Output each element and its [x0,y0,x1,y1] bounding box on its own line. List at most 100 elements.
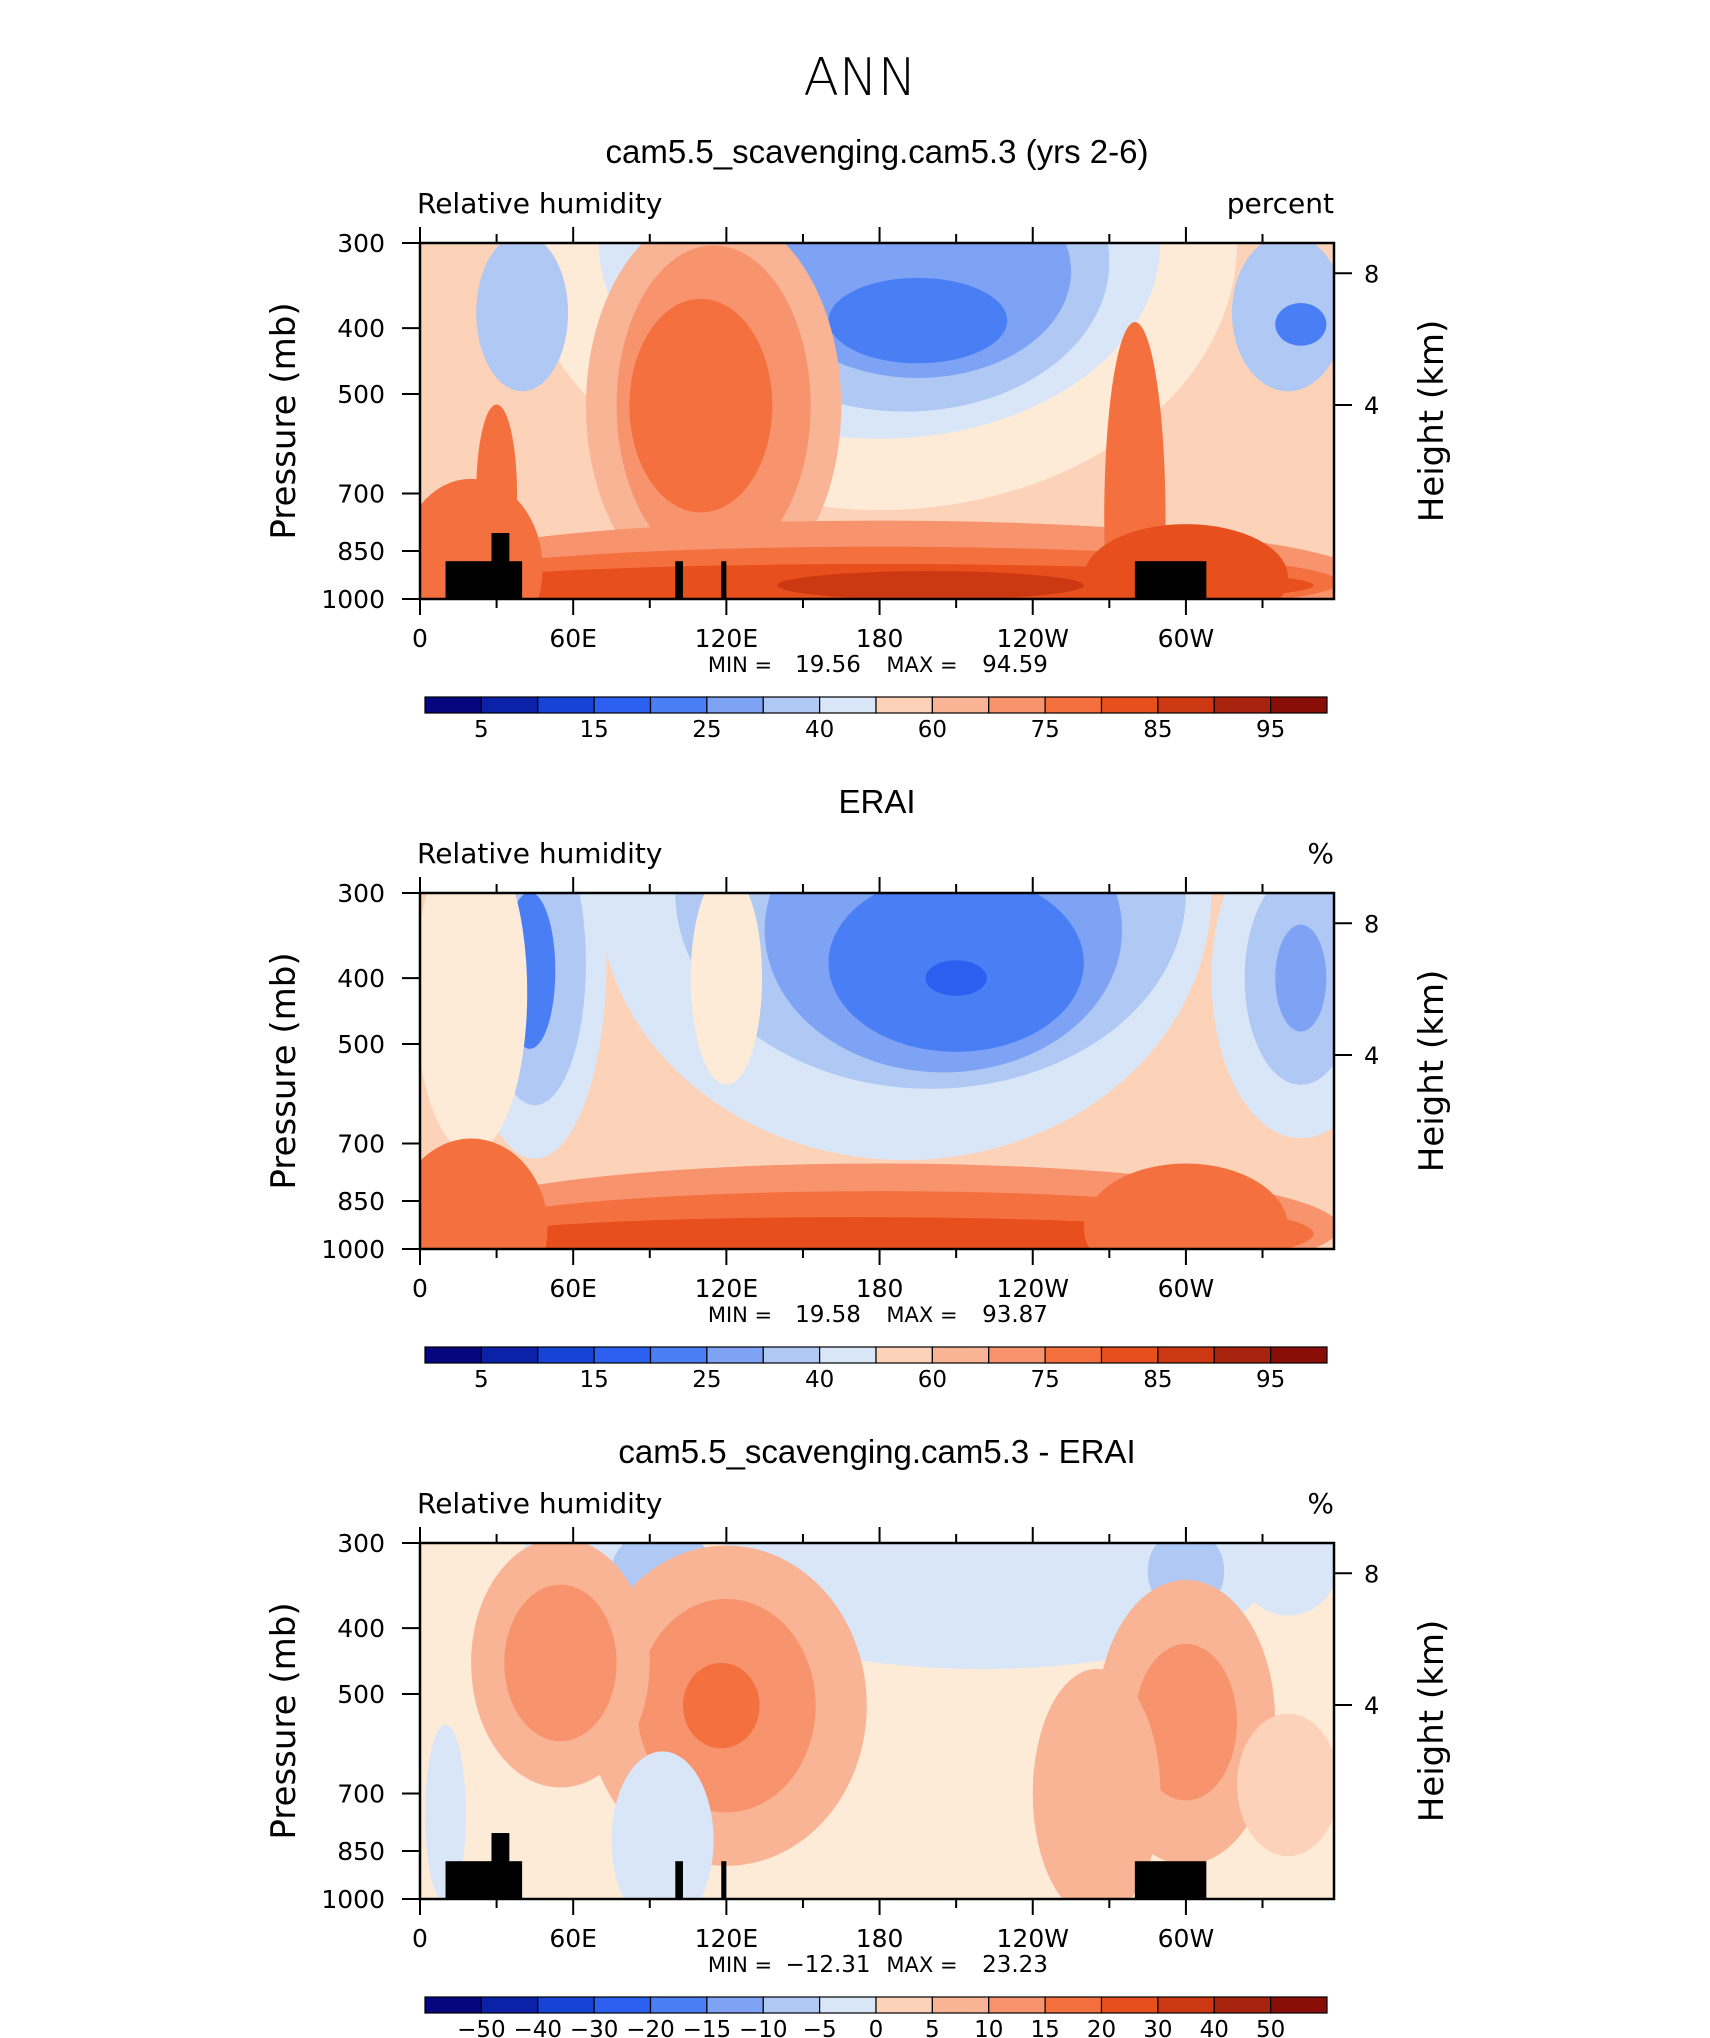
y-axis-title: Pressure (mb) [264,1602,304,1839]
colorbar-label: 85 [1143,717,1172,743]
y2-axis-title: Height (km) [1412,970,1452,1173]
right-label: % [1307,837,1334,870]
colorbar-box [593,1996,652,2014]
colorbar-label: 75 [1030,1367,1059,1393]
y-tick-label: 700 [337,480,385,509]
colorbar-box [931,696,990,714]
colorbar-box [1270,1346,1328,1364]
colorbar-box [931,1996,990,2014]
colorbar-label: 25 [692,717,721,743]
contour-fills [425,1543,1334,1899]
max-label: MAX = [886,1303,957,1327]
y2-tick-label: 4 [1364,1042,1379,1070]
colorbar-label: 85 [1143,1367,1172,1393]
colorbar-box [593,1346,652,1364]
colorbar-box [706,696,764,714]
panel-3: cam5.5_scavenging.cam5.3 - ERAI Relative … [264,1433,1452,2038]
x-tick-label: 60E [549,1924,597,1953]
colorbar-box [537,696,595,714]
panel-title: ERAI [838,783,915,820]
colorbar-label: −30 [570,2017,619,2038]
colorbar-label: 75 [1030,717,1059,743]
y2-tick-label: 8 [1364,260,1379,288]
colorbar-box [649,1346,708,1364]
colorbar-label: −40 [513,2017,562,2038]
x-tick-label: 180 [856,1274,904,1303]
y2-tick-label: 4 [1364,1692,1379,1720]
colorbar-label: 10 [974,2017,1003,2038]
colorbar-box [988,1346,1046,1364]
colorbar-box [1157,696,1215,714]
land-mask [491,533,510,599]
land-mask [445,1861,523,1899]
x-tick-label: 180 [856,1924,904,1953]
y2-tick-label: 4 [1364,392,1379,420]
y-tick-label: 700 [337,1780,385,1809]
colorbar-box [706,1346,764,1364]
x-tick-label: 60W [1158,1274,1215,1303]
colorbar-box [1100,1996,1159,2014]
contour-band [471,1217,1237,1249]
contour-band [1236,1713,1334,1857]
colorbar-label: 40 [805,1367,834,1393]
y-tick-label: 400 [337,314,385,343]
colorbar-box [1044,1346,1103,1364]
y-tick-label: 1000 [321,1235,385,1264]
colorbar-label: 60 [918,717,947,743]
colorbar-box [1100,1346,1159,1364]
panel-1: cam5.5_scavenging.cam5.3 (yrs 2-6) Relati… [264,133,1452,743]
colorbar-box [706,1996,764,2014]
colorbar-box [875,1996,933,2014]
colorbar-box [819,696,877,714]
contour-band [682,1662,760,1749]
colorbar-box [875,1346,933,1364]
colorbar-box [1270,1996,1328,2014]
land-mask [1134,1861,1207,1899]
colorbar-box [1044,696,1103,714]
max-label: MAX = [886,1953,957,1977]
x-tick-label: 0 [412,1924,428,1953]
y-tick-label: 300 [337,1529,385,1558]
colorbar-label: 5 [925,2017,940,2038]
colorbar-box [762,696,821,714]
contour-band [1083,1163,1289,1249]
colorbar-label: 15 [1030,2017,1059,2038]
contour-band [1236,1543,1334,1616]
figure-title: ANN [803,48,916,108]
y-tick-label: 850 [337,537,385,566]
y-tick-label: 700 [337,1130,385,1159]
colorbar-box [1213,1346,1272,1364]
y2-axis-title: Height (km) [1412,1620,1452,1823]
left-label: Relative humidity [417,837,662,870]
panel-2: ERAI Relative humidity % 0 60E 120E 180 120W 60W… [264,783,1452,1393]
colorbar-box [875,696,933,714]
colorbar-box [1270,696,1328,714]
colorbar-label: 25 [692,1367,721,1393]
colorbar-box [537,1346,595,1364]
colorbar-label: −15 [683,2017,732,2038]
max-value: 93.87 [982,1302,1048,1328]
x-tick-label: 120E [695,624,759,653]
colorbar-label: −20 [626,2017,675,2038]
contour-band [828,277,1008,364]
contour-band [1134,1643,1237,1801]
min-label: MIN = [708,1303,772,1327]
colorbar-label: 15 [579,1367,608,1393]
y2-axis-title: Height (km) [1412,320,1452,523]
left-label: Relative humidity [417,187,662,220]
colorbar-box [1157,1346,1215,1364]
y-tick-label: 400 [337,964,385,993]
colorbar-box [424,696,482,714]
land-mask [721,1861,727,1899]
panel-title: cam5.5_scavenging.cam5.3 - ERAI [618,1433,1135,1470]
y-tick-label: 1000 [321,585,385,614]
colorbar-box [988,1996,1046,2014]
colorbar-box [762,1996,821,2014]
min-label: MIN = [708,1953,772,1977]
y-tick-label: 500 [337,380,385,409]
contour-band [1032,1668,1161,1899]
contour-band [925,960,987,996]
colorbar-box [1157,1996,1215,2014]
colorbar-label: 20 [1087,2017,1116,2038]
